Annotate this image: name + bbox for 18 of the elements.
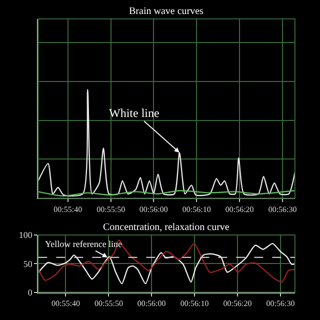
x-tick-label: 00:56:20 <box>225 204 254 214</box>
y-tick-label: 100 <box>18 230 33 240</box>
x-tick-label: 00:55:50 <box>96 204 126 214</box>
x-tick-label: 00:56:30 <box>268 204 297 214</box>
x-tick-label: 00:56:00 <box>139 204 168 214</box>
x-tick-label: 00:55:40 <box>54 204 82 214</box>
x-tick-label: 00:56:20 <box>223 298 252 308</box>
x-tick-label: 00:56:30 <box>266 298 295 308</box>
x-tick-label: 00:56:10 <box>182 204 211 214</box>
x-tick-label: 00:56:10 <box>180 298 209 308</box>
x-tick-label: 00:55:40 <box>52 298 80 308</box>
x-tick-label: 00:55:50 <box>94 298 123 308</box>
x-tick-label: 00:56:00 <box>137 298 166 308</box>
y-tick-label: 50 <box>23 258 33 269</box>
y-tick-label: 0 <box>28 287 33 298</box>
annotation: White line <box>109 106 160 120</box>
chart-title: Concentration, relaxation curve <box>103 222 230 233</box>
chart-title: Brain wave curves <box>129 6 204 17</box>
